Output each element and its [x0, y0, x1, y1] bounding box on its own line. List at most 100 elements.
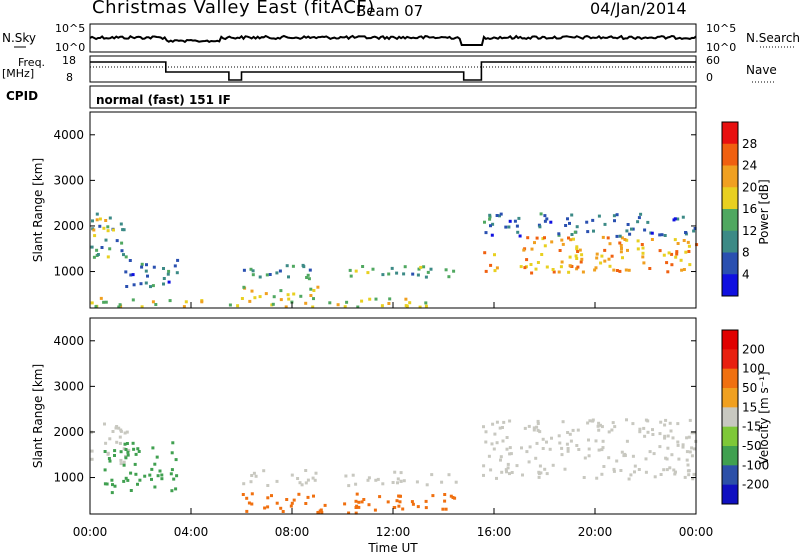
- heat-cell: [444, 507, 448, 511]
- heat-cell: [447, 473, 451, 477]
- heat-cell: [534, 456, 538, 460]
- heat-cell: [688, 450, 692, 454]
- heat-cell: [241, 493, 245, 496]
- heat-cell: [424, 506, 428, 510]
- heat-cell: [103, 450, 107, 453]
- heat-cell: [490, 233, 494, 237]
- heat-cell: [607, 456, 611, 460]
- heat-cell: [396, 481, 399, 485]
- colorbar-swatch: [722, 187, 738, 210]
- heat-cell: [586, 421, 590, 425]
- heat-cell: [162, 282, 165, 286]
- heat-cell: [404, 304, 408, 308]
- colorbar-swatch: [722, 446, 738, 466]
- heat-cell: [249, 480, 253, 484]
- heat-cell: [575, 257, 579, 260]
- heat-cell: [570, 265, 574, 268]
- heat-cell: [106, 451, 110, 455]
- heat-cell: [313, 478, 317, 482]
- heat-cell: [521, 473, 524, 477]
- heat-cell: [541, 437, 545, 441]
- heat-cell: [522, 248, 526, 252]
- heat-cell: [454, 480, 458, 484]
- heat-cell: [566, 449, 570, 453]
- heat-cell: [644, 418, 648, 422]
- heat-cell: [623, 238, 627, 241]
- heat-cell: [279, 506, 283, 510]
- heat-cell: [492, 447, 496, 451]
- heat-cell: [162, 267, 165, 270]
- heat-cell: [146, 274, 149, 278]
- heat-cell: [685, 450, 689, 454]
- heat-cell: [112, 228, 115, 232]
- heat-cell: [576, 428, 580, 432]
- heat-cell: [615, 269, 619, 272]
- heat-cell: [127, 448, 131, 452]
- heat-cell: [505, 470, 508, 474]
- heat-cell: [618, 234, 622, 238]
- heat-cell: [311, 476, 315, 480]
- heat-cell: [351, 473, 355, 477]
- heat-cell: [527, 460, 531, 464]
- heat-cell: [581, 270, 585, 274]
- heat-cell: [508, 219, 512, 223]
- heat-cell: [266, 484, 270, 487]
- heat-cell: [648, 267, 652, 270]
- heat-cell: [665, 468, 669, 472]
- heat-cell: [608, 264, 612, 268]
- heat-cell: [669, 429, 673, 433]
- heat-cell: [302, 265, 306, 269]
- colorbar-tick-label: 20: [742, 180, 757, 194]
- heat-cell: [162, 277, 166, 280]
- heat-cell: [123, 442, 127, 446]
- heat-cell: [658, 445, 662, 449]
- heat-cell: [308, 268, 312, 272]
- heat-cell: [491, 222, 495, 226]
- heat-cell: [271, 302, 275, 306]
- heat-cell: [129, 273, 133, 277]
- heat-cell: [566, 431, 570, 434]
- heat-cell: [254, 474, 258, 478]
- heat-cell: [507, 225, 511, 229]
- colorbar-swatch: [722, 165, 738, 188]
- heat-cell: [526, 236, 530, 240]
- heat-cell: [258, 275, 262, 279]
- heat-cell: [650, 238, 654, 241]
- heat-cell: [95, 248, 99, 252]
- heat-cell: [549, 220, 553, 224]
- heat-cell: [651, 428, 654, 432]
- heat-cell: [541, 237, 545, 241]
- heat-cell: [107, 457, 111, 460]
- heat-cell: [646, 430, 650, 434]
- time-tick-label: 12:00: [376, 525, 411, 539]
- heat-cell: [566, 447, 570, 450]
- heat-cell: [624, 268, 628, 272]
- heat-cell: [666, 434, 670, 438]
- heat-cell: [498, 426, 502, 430]
- heat-cell: [106, 255, 110, 259]
- heat-cell: [304, 502, 308, 505]
- heat-cell: [314, 471, 318, 475]
- heat-cell: [679, 258, 683, 262]
- heat-cell: [545, 217, 549, 221]
- heat-cell: [557, 232, 561, 236]
- heat-cell: [580, 253, 584, 257]
- heat-cell: [397, 494, 401, 498]
- heat-cell: [357, 500, 361, 504]
- heat-cell: [284, 305, 288, 309]
- heat-cell: [395, 499, 399, 503]
- heat-cell: [535, 441, 539, 445]
- heat-cell: [625, 229, 629, 233]
- heat-cell: [499, 458, 502, 462]
- heat-cell: [167, 280, 171, 284]
- heat-cell: [587, 438, 590, 442]
- heat-cell: [312, 289, 316, 292]
- heat-cell: [139, 282, 143, 286]
- heat-cell: [391, 481, 395, 484]
- heat-cell: [124, 270, 128, 274]
- heat-cell: [387, 272, 391, 276]
- heat-cell: [585, 220, 589, 224]
- heat-cell: [318, 509, 322, 513]
- heat-cell: [612, 467, 616, 471]
